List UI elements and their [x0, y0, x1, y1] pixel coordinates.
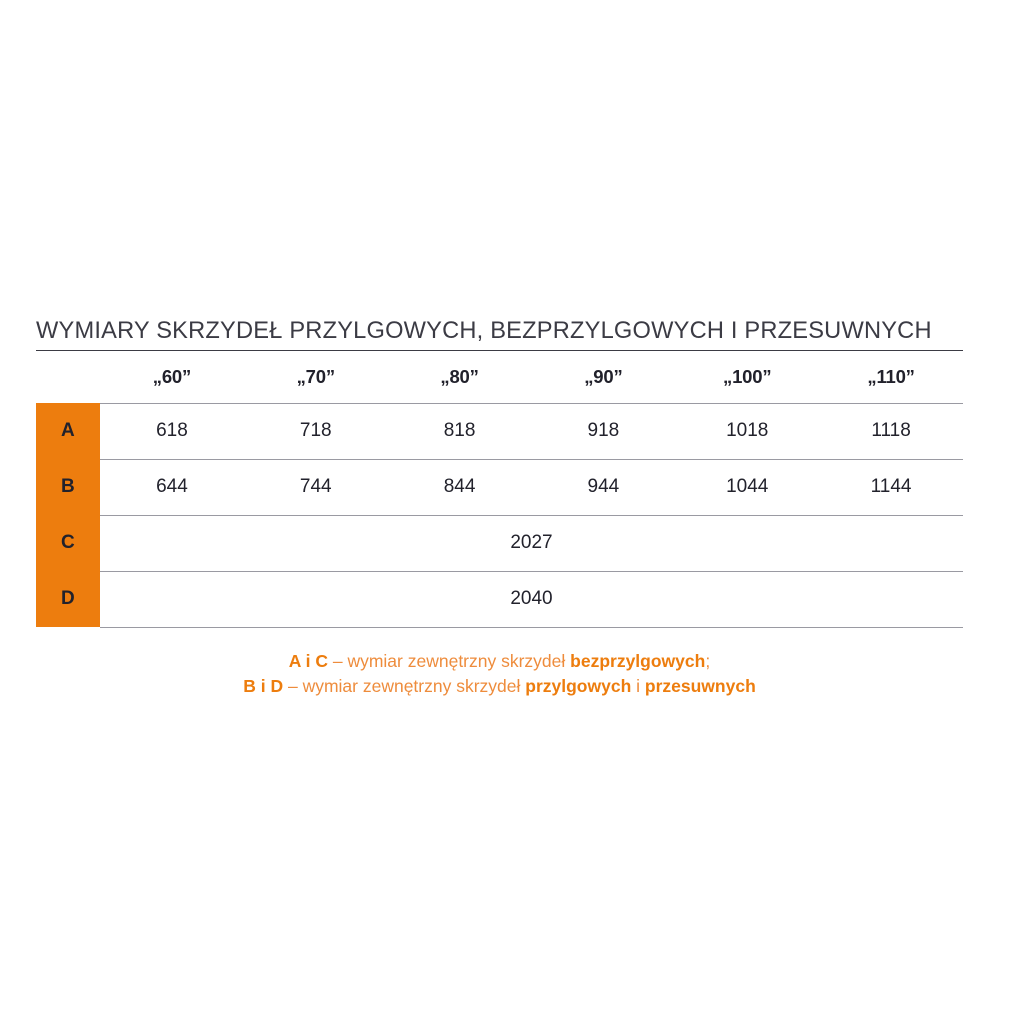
footnote-2-conjunction: i	[631, 675, 645, 696]
table-row: C 2027	[36, 514, 963, 572]
dimensions-table: „60” „70” „80” „90” „100” „110” A 618 71…	[36, 351, 963, 628]
table-row: A 618 718 818 918 1018 1118	[36, 402, 963, 460]
table-row: B 644 744 844 944 1044 1144	[36, 458, 963, 516]
footnote-1-emphasis: bezprzylgowych	[570, 650, 706, 671]
table-cell: 944	[531, 458, 676, 516]
table-cell: 818	[387, 402, 532, 460]
row-label-c: C	[36, 515, 100, 572]
footnote-2-text: – wymiar zewnętrzny skrzydeł	[283, 675, 526, 696]
column-header: „60”	[152, 365, 192, 387]
column-header: „70”	[296, 365, 335, 387]
page-title: WYMIARY SKRZYDEŁ PRZYLGOWYCH, BEZPRZYLGO…	[36, 317, 932, 344]
table-cell: 918	[531, 402, 676, 460]
footnote-1-tail: ;	[705, 650, 711, 671]
footnote-line-1: A i C – wymiar zewnętrzny skrzydeł bezpr…	[36, 649, 963, 674]
header-corner-cell	[36, 351, 100, 404]
table-cell-span: 2040	[100, 570, 963, 628]
table-cell: 618	[100, 402, 244, 460]
table-cell-span: 2027	[100, 514, 963, 572]
table-cell: 744	[243, 458, 388, 516]
footnote-2-emphasis-1: przylgowych	[525, 675, 632, 696]
footnote-2-keys: B i D	[243, 675, 284, 696]
table-cell: 1018	[675, 402, 820, 460]
row-label-d: D	[36, 571, 100, 628]
footnote-1-text: – wymiar zewnętrzny skrzydeł	[328, 650, 571, 671]
table-cell: 718	[243, 402, 388, 460]
table-cell: 1144	[819, 458, 963, 516]
table-cell: 644	[100, 458, 244, 516]
footnote-1-keys: A i C	[288, 650, 328, 671]
dimensions-sheet: WYMIARY SKRZYDEŁ PRZYLGOWYCH, BEZPRZYLGO…	[36, 317, 963, 699]
column-header: „110”	[867, 365, 915, 387]
table-footnotes: A i C – wymiar zewnętrzny skrzydeł bezpr…	[36, 649, 963, 699]
title-divider	[36, 349, 963, 351]
column-header: „100”	[723, 365, 772, 387]
footnote-line-2: B i D – wymiar zewnętrzny skrzydeł przyl…	[36, 674, 963, 699]
table-cell: 1044	[675, 458, 820, 516]
row-label-a: A	[36, 403, 100, 460]
column-header: „90”	[584, 365, 623, 387]
table-row: D 2040	[36, 570, 963, 628]
row-label-b: B	[36, 459, 100, 516]
table-cell: 1118	[819, 402, 963, 460]
column-header: „80”	[440, 365, 479, 387]
footnote-2-emphasis-2: przesuwnych	[644, 675, 756, 696]
table-cell: 844	[387, 458, 532, 516]
table-header-row: „60” „70” „80” „90” „100” „110”	[36, 351, 963, 404]
